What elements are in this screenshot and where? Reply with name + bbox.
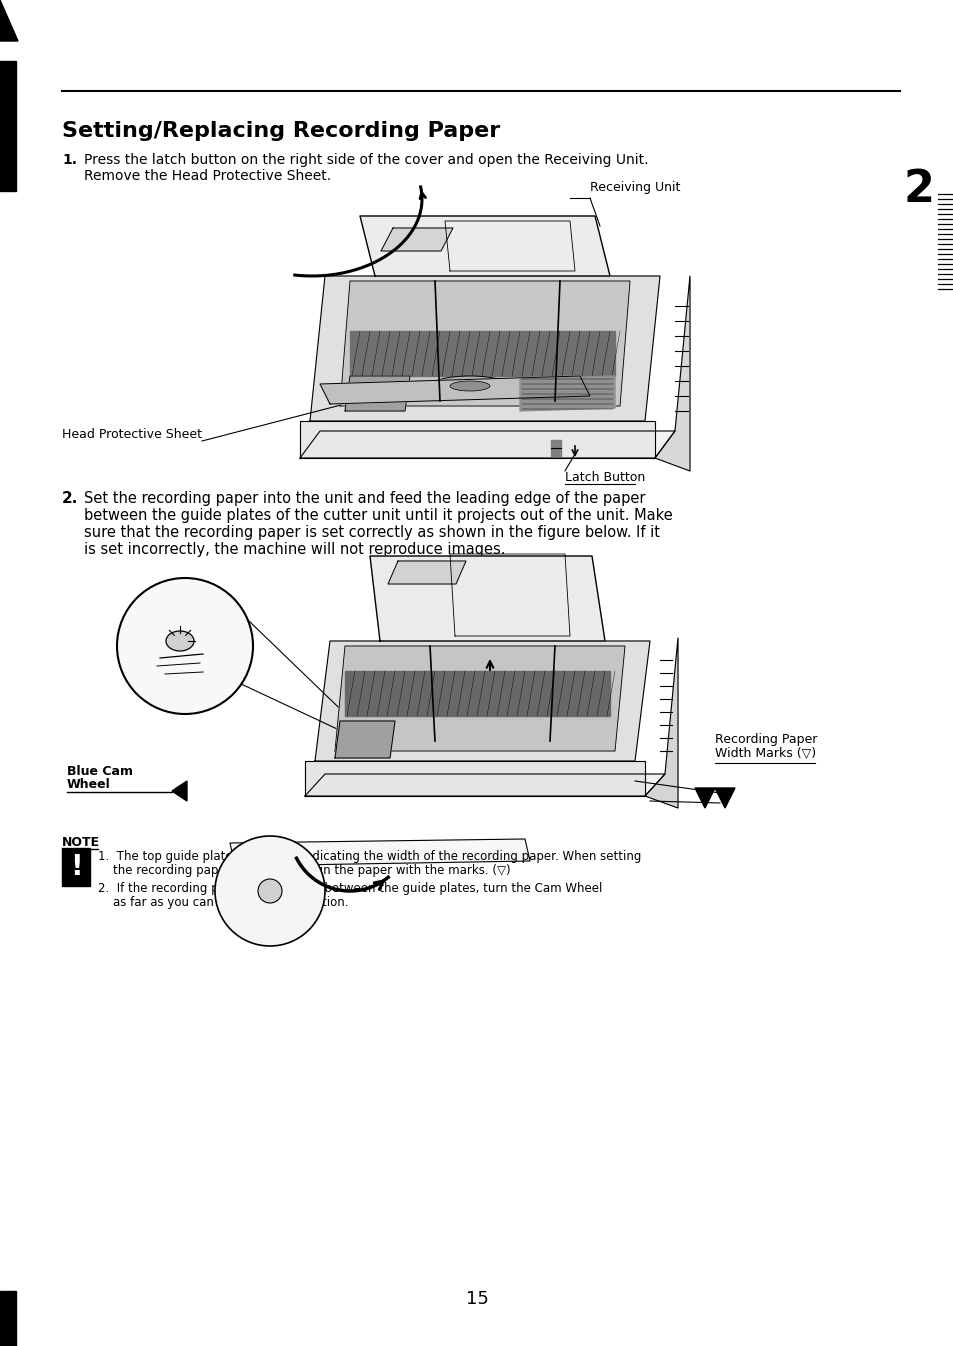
Polygon shape	[310, 276, 659, 421]
Text: NOTE: NOTE	[62, 836, 100, 849]
Text: Latch Button: Latch Button	[564, 471, 644, 485]
Text: Remove the Head Protective Sheet.: Remove the Head Protective Sheet.	[84, 170, 331, 183]
Text: Set the recording paper into the unit and feed the leading edge of the paper: Set the recording paper into the unit an…	[84, 491, 645, 506]
Text: Setting/Replacing Recording Paper: Setting/Replacing Recording Paper	[62, 121, 499, 141]
Bar	[62, 848, 90, 886]
Polygon shape	[644, 638, 678, 808]
Ellipse shape	[166, 631, 193, 651]
Polygon shape	[305, 760, 644, 795]
Bar	[0, 1291, 16, 1346]
Polygon shape	[0, 0, 18, 40]
Polygon shape	[345, 672, 609, 716]
Polygon shape	[299, 431, 675, 458]
Polygon shape	[345, 376, 410, 411]
Text: between the guide plates of the cutter unit until it projects out of the unit. M: between the guide plates of the cutter u…	[84, 507, 672, 524]
Text: Wheel: Wheel	[67, 778, 111, 791]
Text: 1.: 1.	[62, 153, 77, 167]
Polygon shape	[655, 276, 689, 471]
Polygon shape	[335, 721, 395, 758]
Ellipse shape	[430, 376, 510, 396]
Text: !: !	[70, 853, 82, 882]
Polygon shape	[519, 376, 615, 411]
Polygon shape	[359, 215, 609, 276]
Polygon shape	[305, 774, 664, 795]
Text: 2: 2	[903, 168, 934, 211]
Polygon shape	[335, 646, 624, 751]
Text: Recording Paper: Recording Paper	[714, 734, 817, 746]
Text: Width Marks (▽): Width Marks (▽)	[714, 747, 815, 760]
Text: as far as you can in the arrow direction.: as far as you can in the arrow direction…	[98, 896, 348, 909]
Bar	[551, 440, 560, 456]
Text: Blue Cam: Blue Cam	[67, 765, 132, 778]
Text: the recording paper, be sure to align the paper with the marks. (▽): the recording paper, be sure to align th…	[98, 864, 510, 878]
Polygon shape	[319, 376, 589, 404]
Polygon shape	[230, 839, 530, 865]
Circle shape	[214, 836, 325, 946]
Text: 1.  The top guide plate has marks indicating the width of the recording paper. W: 1. The top guide plate has marks indicat…	[98, 851, 640, 863]
Polygon shape	[714, 787, 734, 808]
Text: Receiving Unit: Receiving Unit	[589, 180, 679, 194]
Polygon shape	[314, 641, 649, 760]
Bar	[0, 61, 16, 191]
Text: is set incorrectly, the machine will not reproduce images.: is set incorrectly, the machine will not…	[84, 542, 505, 557]
Polygon shape	[380, 227, 453, 250]
Text: 2.  If the recording paper cannot pass between the guide plates, turn the Cam Wh: 2. If the recording paper cannot pass be…	[98, 882, 601, 895]
Polygon shape	[695, 787, 714, 808]
Polygon shape	[350, 331, 615, 376]
Polygon shape	[388, 561, 465, 584]
Text: Head Protective Sheet: Head Protective Sheet	[62, 428, 202, 441]
Text: 2.: 2.	[62, 491, 78, 506]
Polygon shape	[370, 556, 604, 641]
Text: 15: 15	[465, 1289, 488, 1308]
Circle shape	[117, 577, 253, 713]
Polygon shape	[172, 781, 187, 801]
Text: Press the latch button on the right side of the cover and open the Receiving Uni: Press the latch button on the right side…	[84, 153, 648, 167]
Text: sure that the recording paper is set correctly as shown in the figure below. If : sure that the recording paper is set cor…	[84, 525, 659, 540]
Circle shape	[257, 879, 282, 903]
Polygon shape	[299, 421, 655, 458]
Polygon shape	[339, 281, 629, 406]
Ellipse shape	[450, 381, 490, 390]
